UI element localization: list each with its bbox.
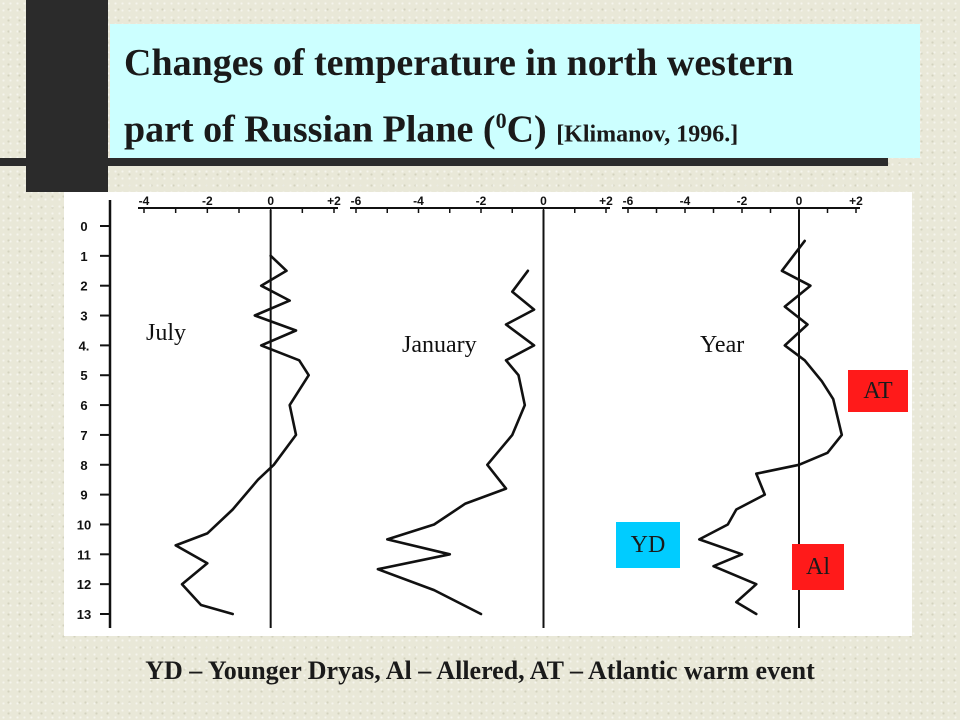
- depth-tick-label-0: 0: [80, 219, 87, 234]
- x-tick-label-0-2: 0: [267, 194, 274, 208]
- tag-al: Al: [792, 544, 844, 590]
- x-tick-label-2-0: -6: [623, 194, 634, 208]
- depth-tick-label-1: 1: [80, 249, 87, 264]
- depth-tick-label-7: 7: [80, 428, 87, 443]
- x-tick-label-1-3: 0: [540, 194, 547, 208]
- x-tick-label-1-4: +2: [599, 194, 613, 208]
- series-line-january: [376, 269, 536, 616]
- slide-title: Changes of temperature in north western …: [110, 24, 920, 158]
- x-tick-label-1-1: -4: [413, 194, 424, 208]
- depth-tick-label-5: 5: [80, 368, 87, 383]
- x-tick-label-0-1: -2: [202, 194, 213, 208]
- title-line-2-main: part of Russian Plane (: [124, 108, 496, 151]
- x-tick-label-2-1: -4: [680, 194, 691, 208]
- series-line-year: [697, 239, 844, 616]
- title-line-1: Changes of temperature in north western: [124, 42, 794, 84]
- temperature-chart-area: 0 1 2 3 4. 5 6 7 8 9 10 11 12 13 -4 -2 0 +2 -6 -4 -2 0 +2 -6 -4-…: [64, 192, 912, 636]
- depth-tick-label-2: 2: [80, 279, 87, 294]
- depth-tick-label-4: 4.: [79, 338, 90, 353]
- x-tick-label-1-0: -6: [351, 194, 362, 208]
- depth-tick-label-3: 3: [80, 309, 87, 324]
- x-tick-label-0-3: +2: [327, 194, 341, 208]
- label-july: July: [146, 320, 187, 346]
- decorative-horizontal-bar: [0, 158, 888, 166]
- depth-tick-label-12: 12: [77, 577, 91, 592]
- x-tick-label-2-3: 0: [796, 194, 803, 208]
- title-citation: [Klimanov, 1996.]: [556, 121, 739, 148]
- depth-tick-label-8: 8: [80, 458, 87, 473]
- title-line-2: part of Russian Plane (0C) [Klimanov, 19…: [124, 92, 906, 164]
- x-tick-label-1-2: -2: [476, 194, 487, 208]
- title-unit: C): [506, 108, 547, 151]
- depth-tick-label-10: 10: [77, 517, 91, 532]
- x-tick-label-0-0: -4: [139, 194, 150, 208]
- depth-tick-label-6: 6: [80, 398, 87, 413]
- x-tick-label-2-4: +2: [849, 194, 863, 208]
- legend-caption: YD – Younger Dryas, Al – Allered, AT – A…: [145, 656, 815, 685]
- depth-tick-label-11: 11: [77, 547, 91, 562]
- title-degree-sup: 0: [495, 108, 507, 133]
- x-tick-label-2-2: -2: [737, 194, 748, 208]
- depth-tick-label-13: 13: [77, 607, 91, 622]
- label-january: January: [402, 332, 477, 358]
- tag-yd: YD: [616, 522, 680, 568]
- series-line-july: [174, 254, 310, 616]
- tag-at: AT: [848, 370, 908, 412]
- label-year: Year: [700, 332, 745, 358]
- depth-tick-label-9: 9: [80, 488, 87, 503]
